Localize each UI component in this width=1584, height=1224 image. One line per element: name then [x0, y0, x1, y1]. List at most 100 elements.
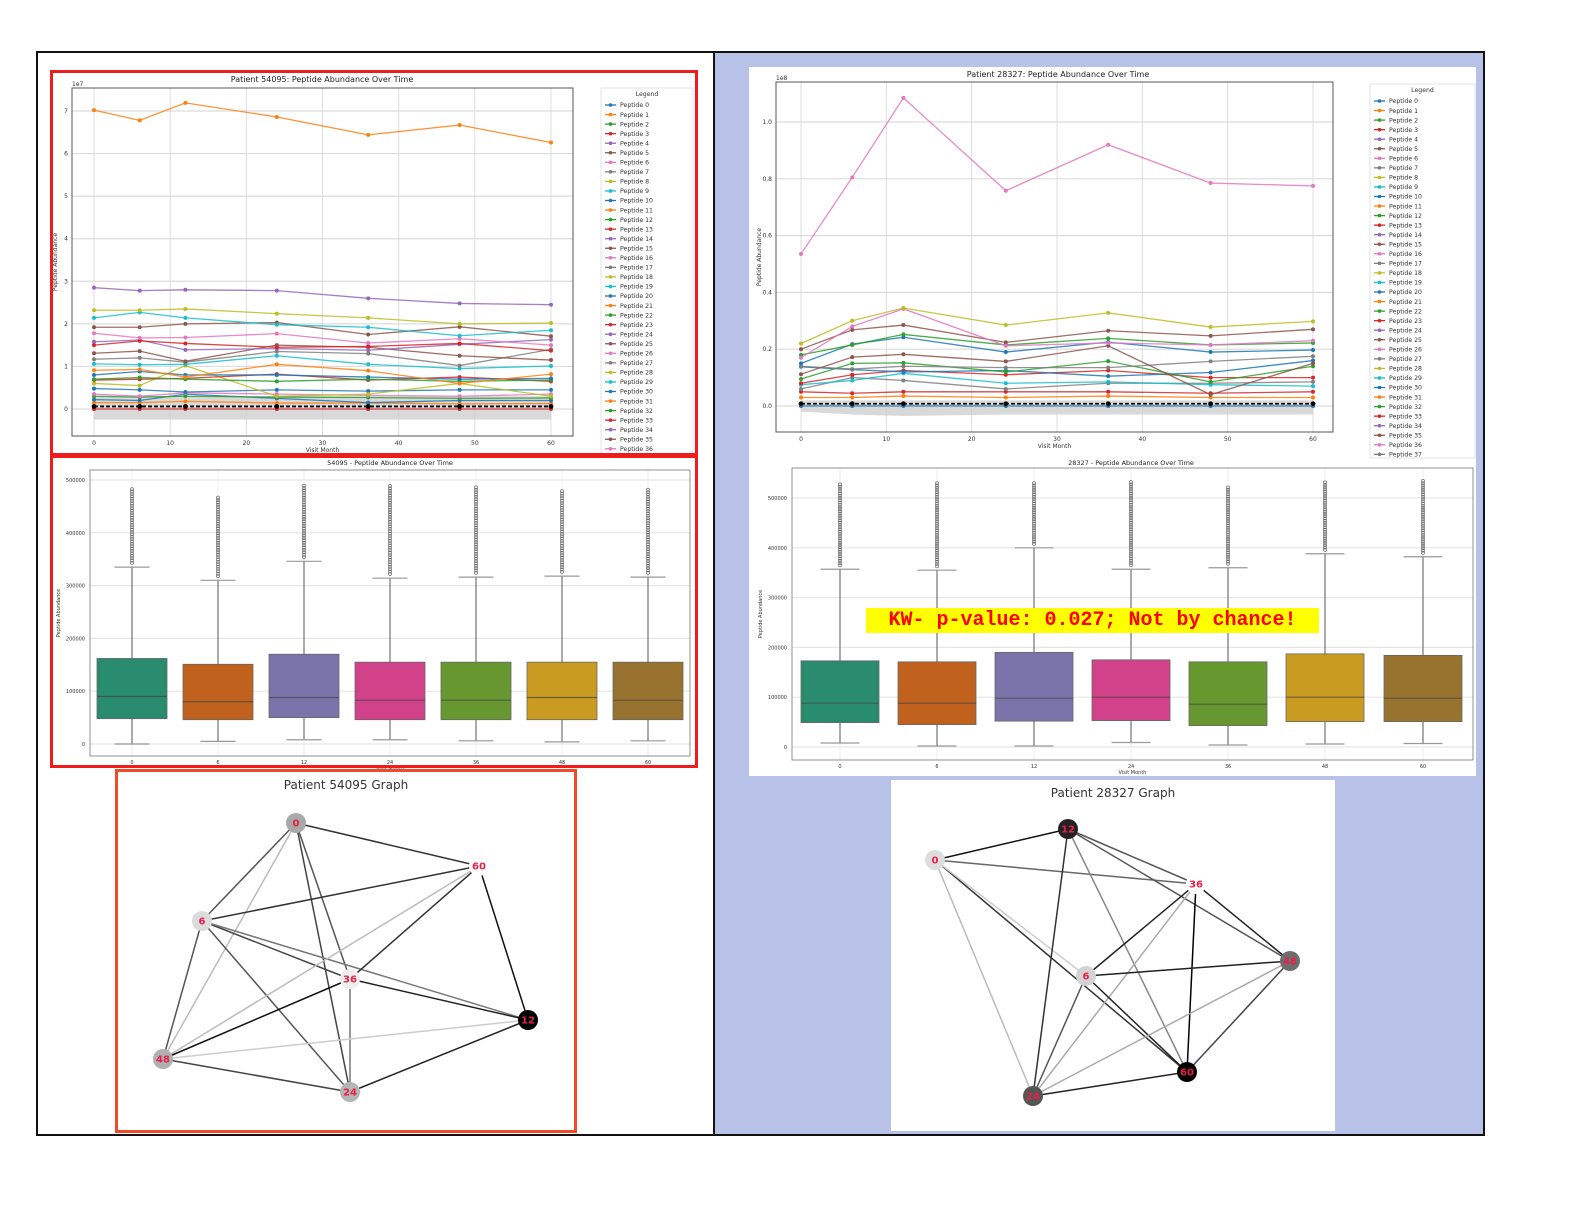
series-point [274, 288, 279, 293]
y-tick-label: 0.0 [762, 403, 772, 410]
outlier-point [1032, 499, 1036, 504]
outlier-point [935, 564, 939, 569]
outlier-point [216, 505, 220, 510]
outlier-point [1323, 534, 1327, 539]
outlier-point [1226, 550, 1230, 555]
outlier-point [1323, 521, 1327, 525]
series-point [92, 308, 96, 313]
outlier-point [935, 490, 939, 495]
series-point [1003, 389, 1008, 394]
legend-entry: Peptide 32 [620, 408, 653, 415]
outlier-point [474, 571, 478, 575]
outlier-point [1421, 544, 1425, 548]
legend-marker [1377, 194, 1382, 199]
outlier-point [130, 518, 134, 523]
outlier-point [935, 539, 939, 544]
outlier-point [1226, 528, 1230, 533]
legend-entry: Peptide 5 [1389, 146, 1418, 153]
legend-marker [608, 361, 613, 365]
mean-point [901, 401, 906, 407]
outlier-point [838, 493, 842, 498]
legend-marker [608, 275, 613, 279]
outlier-point [216, 574, 220, 578]
legend-box [600, 87, 694, 457]
legend-entry: Peptide 8 [1389, 175, 1418, 182]
graph-node-label: 60 [472, 862, 486, 873]
legend-entry: Peptide 18 [620, 274, 653, 281]
legend-marker [608, 179, 613, 184]
outlier-point [1323, 541, 1327, 545]
series-point [92, 331, 96, 336]
outlier-point [474, 535, 478, 540]
graph-node-label: 0 [293, 819, 300, 830]
graph-edge [1032, 975, 1087, 1097]
outlier-point [1226, 510, 1230, 515]
series-point [457, 324, 462, 329]
outlier-point [1032, 539, 1036, 544]
outlier-point [1129, 547, 1133, 552]
outlier-point [474, 511, 478, 516]
outlier-point [130, 515, 134, 520]
outlier-point [1032, 530, 1036, 535]
outlier-point [1226, 523, 1230, 528]
series-point [901, 306, 906, 311]
series-point [549, 387, 553, 392]
outlier-point [646, 523, 650, 528]
outlier-point [560, 520, 564, 524]
graph-node [925, 850, 945, 870]
series-point [850, 367, 855, 372]
graph-node [469, 856, 489, 876]
outlier-point [1032, 532, 1036, 537]
x-tick-label: 50 [1224, 436, 1232, 443]
outlier-point [935, 544, 939, 548]
legend-entry: Peptide 29 [620, 379, 653, 386]
outlier-point [302, 548, 306, 552]
std-band [801, 400, 1313, 416]
outlier-point [646, 506, 650, 511]
outlier-point [560, 496, 564, 501]
outlier-point [1421, 488, 1425, 492]
outlier-point [646, 563, 650, 568]
legend-marker [608, 332, 613, 337]
outlier-point [560, 553, 564, 558]
outlier-point [1421, 479, 1425, 483]
x-tick-label: 0 [130, 760, 133, 766]
outlier-point [1129, 522, 1133, 527]
outlier-point [838, 502, 842, 507]
plot-frame [71, 87, 574, 437]
series-point [1003, 340, 1008, 345]
outlier-point [646, 535, 650, 540]
graph-edge [162, 920, 203, 1060]
legend-entry: Peptide 24 [620, 331, 653, 338]
outlier-point [1129, 489, 1133, 494]
legend-marker [608, 160, 613, 165]
box [182, 663, 254, 721]
line-right-chart: 0 10 20 30 40 50 60 0.0 0.2 0.4 0.6 0.8 1.0 Patient 2… [756, 70, 1476, 459]
legend-entry: Peptide 7 [620, 169, 649, 176]
legend-entry: Peptide 26 [620, 351, 653, 358]
series-point [92, 108, 96, 113]
outlier-point [302, 521, 306, 526]
graph-edge [349, 865, 480, 980]
outlier-point [302, 533, 306, 538]
outlier-point [1129, 554, 1133, 559]
outlier-point [388, 572, 392, 576]
outlier-point [388, 505, 392, 510]
outlier-point [130, 537, 134, 542]
series-point [92, 372, 96, 377]
x-tick-label: 60 [547, 440, 555, 447]
outlier-point [838, 547, 842, 552]
right-graph-bg [891, 780, 1335, 1131]
outlier-point [216, 498, 220, 502]
outlier-point [302, 550, 306, 555]
series-point [1208, 375, 1213, 380]
graph-node [1058, 819, 1078, 839]
outlier-point [935, 557, 939, 562]
y-tick-label: 400000 [768, 546, 787, 552]
series-point [850, 395, 855, 400]
outlier-point [1129, 496, 1133, 500]
outlier-point [388, 488, 392, 493]
legend-entry: Peptide 11 [1389, 203, 1422, 210]
series-point [1311, 389, 1315, 394]
graph-node-label: 6 [1083, 972, 1090, 983]
